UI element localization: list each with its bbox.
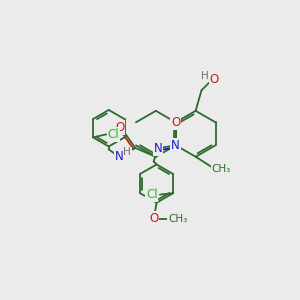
Text: Cl: Cl	[108, 128, 119, 141]
Text: O: O	[210, 74, 219, 86]
Text: O: O	[149, 212, 158, 225]
Text: O: O	[115, 122, 124, 134]
Text: H: H	[202, 71, 209, 81]
Text: Cl: Cl	[146, 188, 158, 201]
Text: N: N	[154, 142, 163, 155]
Text: O: O	[171, 116, 180, 129]
Text: H: H	[123, 147, 131, 158]
Text: N: N	[171, 139, 180, 152]
Text: CH₃: CH₃	[212, 164, 231, 173]
Text: N: N	[115, 150, 123, 163]
Text: CH₃: CH₃	[168, 214, 188, 224]
